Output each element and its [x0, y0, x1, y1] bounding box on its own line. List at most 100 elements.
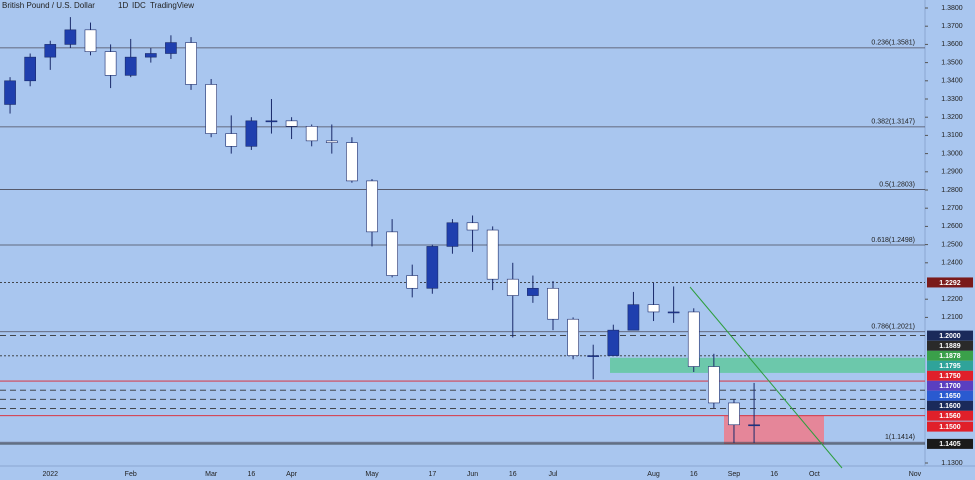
price-badge	[927, 360, 973, 371]
price-badge-label: 1.1600	[939, 403, 961, 410]
price-badge-label: 1.1700	[939, 383, 961, 390]
price-badge-label: 1.1889	[939, 343, 961, 350]
y-tick-label: 1.2700	[941, 205, 963, 212]
trendline	[689, 286, 843, 469]
y-tick-label: 1.3500	[941, 59, 963, 66]
candle-body	[24, 56, 36, 82]
price-badge-label: 1.1795	[939, 363, 961, 370]
y-tick-label: 1.1300	[941, 460, 963, 467]
candle-body	[687, 311, 700, 367]
candle-body	[647, 304, 660, 313]
price-badge-label: 1.1750	[939, 373, 961, 380]
x-tick-label: 17	[428, 471, 436, 478]
source: IDC	[132, 1, 146, 10]
x-tick-label: 16	[247, 471, 255, 478]
candle-body	[667, 311, 680, 314]
price-badge	[927, 400, 973, 411]
price-badge	[927, 330, 973, 341]
candle-body	[104, 51, 117, 76]
candle-body	[144, 53, 157, 58]
fib-label: 0.236(1.3581)	[871, 40, 915, 47]
x-tick-label: 16	[690, 471, 698, 478]
candle-body	[386, 231, 398, 276]
price-badge	[927, 380, 973, 391]
candle-body	[547, 287, 559, 320]
candle-body	[486, 229, 499, 280]
brand: TradingView	[150, 1, 194, 10]
y-tick-label: 1.3000	[941, 150, 963, 157]
candle-body	[627, 304, 640, 331]
price-badge-label: 1.1405	[939, 441, 961, 448]
candle-body	[84, 29, 97, 52]
y-tick-label: 1.2600	[941, 223, 963, 230]
y-tick-label: 1.3600	[941, 41, 963, 48]
x-tick-label: Mar	[205, 471, 218, 478]
x-tick-label: 16	[509, 471, 517, 478]
candle-body	[607, 329, 620, 356]
price-badge	[927, 421, 973, 432]
y-tick-label: 1.3400	[941, 78, 963, 85]
fib-label: 1(1.1414)	[885, 434, 915, 441]
candle-body	[728, 402, 740, 426]
candle-body	[225, 133, 238, 147]
candle-body	[748, 424, 760, 427]
x-tick-label: Apr	[286, 471, 298, 478]
x-tick-label: 16	[770, 471, 778, 478]
y-tick-label: 1.2100	[941, 314, 963, 321]
price-badge-label: 1.2292	[939, 280, 961, 287]
price-badge	[927, 340, 973, 351]
candle-body	[44, 44, 57, 58]
support-zone	[724, 415, 824, 444]
price-badge-label: 1.1878	[939, 353, 961, 360]
y-tick-label: 1.2500	[941, 241, 963, 248]
candle-body	[265, 120, 278, 123]
candle-body	[185, 42, 197, 85]
y-tick-label: 1.2400	[941, 260, 963, 267]
candle-body	[4, 80, 16, 105]
price-badge-label: 1.1650	[939, 393, 961, 400]
x-tick-label: Feb	[125, 471, 137, 478]
price-badge	[927, 410, 973, 421]
resistance-zone	[610, 357, 925, 373]
candle-body	[708, 366, 720, 404]
price-badge	[927, 370, 973, 381]
y-tick-label: 1.3300	[941, 96, 963, 103]
price-badge	[927, 350, 973, 361]
y-tick-label: 1.2800	[941, 187, 963, 194]
candle-body	[165, 42, 177, 54]
candle-body	[466, 222, 479, 231]
candle-body	[124, 56, 137, 76]
fib-label: 0.618(1.2498)	[871, 237, 915, 244]
candle-body	[285, 120, 298, 127]
candle-body	[527, 287, 539, 296]
price-badge	[927, 438, 973, 449]
x-tick-label: 2022	[42, 471, 58, 478]
y-tick-label: 1.3200	[941, 114, 963, 121]
y-tick-label: 1.2900	[941, 169, 963, 176]
candle-body	[587, 355, 600, 357]
x-tick-label: Aug	[647, 471, 660, 478]
candle-body	[366, 180, 378, 233]
x-tick-label: Sep	[728, 471, 741, 478]
fib-label: 0.5(1.2803)	[879, 181, 915, 188]
interval: 1D	[118, 1, 128, 10]
price-badge-label: 1.1560	[939, 413, 961, 420]
x-tick-label: May	[365, 471, 379, 478]
x-tick-label: Jun	[467, 471, 478, 478]
price-badge-label: 1.1500	[939, 424, 961, 431]
candle-body	[305, 126, 318, 142]
y-tick-label: 1.2200	[941, 296, 963, 303]
candle-body	[567, 318, 579, 356]
candle-body	[325, 140, 338, 143]
candle-body	[64, 29, 77, 45]
price-badge	[927, 277, 973, 288]
x-tick-label: Nov	[909, 471, 922, 478]
candle-body	[406, 275, 419, 289]
x-tick-label: Oct	[809, 471, 820, 478]
candle-body	[205, 84, 217, 134]
candle-body	[346, 142, 358, 182]
candle-body	[426, 246, 439, 289]
y-tick-label: 1.3800	[941, 5, 963, 12]
price-badge-label: 1.2000	[939, 333, 961, 340]
